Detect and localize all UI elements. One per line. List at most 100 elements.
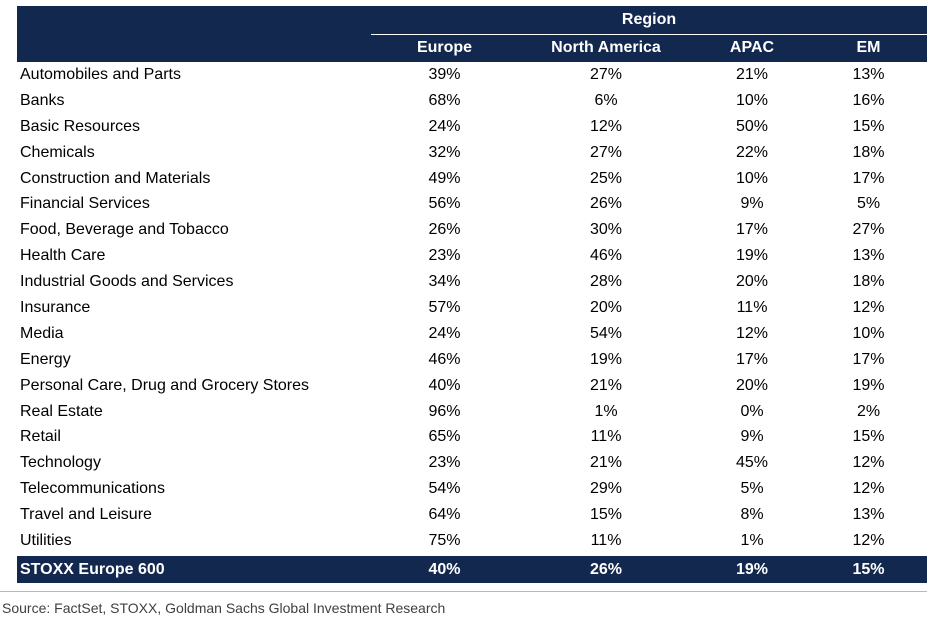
table-row: Retail 65% 11% 9% 15%: [17, 424, 927, 450]
cell-apac: 10%: [735, 169, 769, 187]
table-row: Banks 68% 6% 10% 16%: [17, 88, 927, 114]
row-label: Travel and Leisure: [20, 506, 152, 524]
cell-apac: 17%: [735, 221, 769, 239]
cell-north-america: 30%: [589, 221, 623, 239]
cell-apac: 1%: [740, 532, 764, 550]
cell-north-america: 6%: [594, 91, 618, 109]
cell-north-america: 12%: [589, 117, 623, 135]
cell-north-america: 11%: [590, 532, 622, 550]
cell-europe: 64%: [428, 506, 461, 524]
row-label: Food, Beverage and Tobacco: [20, 221, 229, 239]
cell-north-america: 27%: [589, 143, 623, 161]
cell-europe: 65%: [428, 428, 461, 446]
cell-em: 17%: [852, 350, 885, 368]
cell-em: 5%: [856, 195, 881, 213]
total-cell-em: 15%: [852, 560, 885, 578]
cell-north-america: 28%: [589, 273, 623, 291]
row-label: Technology: [20, 454, 101, 472]
total-row: STOXX Europe 600 40% 26% 19% 15%: [17, 555, 927, 583]
row-label: Utilities: [20, 532, 72, 550]
cell-apac: 19%: [735, 247, 769, 265]
cell-europe: 32%: [428, 143, 461, 161]
column-header-apac: APAC: [729, 39, 775, 56]
cell-em: 13%: [852, 247, 885, 265]
cell-em: 13%: [852, 506, 885, 524]
table-row: Chemicals 32% 27% 22% 18%: [17, 140, 927, 166]
cell-europe: 24%: [428, 117, 461, 135]
cell-europe: 23%: [428, 247, 461, 265]
row-label: Basic Resources: [20, 117, 141, 135]
cell-em: 18%: [852, 143, 885, 161]
table-row: Travel and Leisure 64% 15% 8% 13%: [17, 502, 927, 528]
table-row: Automobiles and Parts 39% 27% 21% 13%: [17, 62, 927, 88]
cell-north-america: 21%: [589, 376, 623, 394]
row-label: Retail: [20, 428, 61, 446]
cell-em: 15%: [852, 428, 885, 446]
cell-europe: 26%: [428, 221, 461, 239]
cell-north-america: 54%: [589, 324, 623, 342]
table-row: Industrial Goods and Services 34% 28% 20% 18…: [17, 269, 927, 295]
cell-europe: 23%: [428, 454, 461, 472]
cell-apac: 20%: [735, 273, 769, 291]
cell-apac: 9%: [740, 428, 764, 446]
cell-europe: 96%: [428, 402, 461, 420]
row-label: Banks: [20, 91, 65, 109]
table-row: Health Care 23% 46% 19% 13%: [17, 243, 927, 269]
cell-north-america: 26%: [589, 195, 623, 213]
cell-em: 12%: [852, 454, 885, 472]
table-header: Region Europe North America APAC EM: [17, 6, 927, 62]
column-header-north-america: North America: [551, 39, 661, 56]
cell-apac: 17%: [735, 350, 769, 368]
cell-europe: 40%: [428, 376, 461, 394]
table-row: Personal Care, Drug and Grocery Stores 40…: [17, 373, 927, 399]
cell-europe: 75%: [428, 532, 461, 550]
cell-europe: 56%: [428, 195, 461, 213]
cell-apac: 8%: [740, 506, 764, 524]
cell-north-america: 11%: [590, 428, 622, 446]
row-label: Energy: [20, 350, 71, 368]
column-header-em: EM: [856, 39, 881, 56]
table-body: Automobiles and Parts 39% 27% 21% 13% Banks 68…: [17, 62, 927, 554]
table-row: Insurance 57% 20% 11% 12%: [17, 295, 927, 321]
region-group-header: Region: [621, 11, 677, 28]
table-row: Basic Resources 24% 12% 50% 15%: [17, 114, 927, 140]
cell-apac: 20%: [735, 376, 769, 394]
cell-em: 19%: [852, 376, 885, 394]
cell-em: 17%: [852, 169, 885, 187]
cell-europe: 68%: [428, 91, 461, 109]
table-row: Financial Services 56% 26% 9% 5%: [17, 191, 927, 217]
cell-em: 18%: [852, 273, 885, 291]
table-row: Energy 46% 19% 17% 17%: [17, 347, 927, 373]
total-row-label: STOXX Europe 600: [20, 560, 165, 578]
row-label: Real Estate: [20, 402, 103, 420]
cell-em: 12%: [852, 480, 885, 498]
cell-north-america: 19%: [589, 350, 623, 368]
cell-north-america: 25%: [589, 169, 623, 187]
cell-em: 16%: [852, 91, 885, 109]
cell-apac: 10%: [735, 91, 769, 109]
cell-em: 27%: [852, 221, 885, 239]
row-label: Media: [20, 324, 64, 342]
cell-em: 15%: [852, 117, 885, 135]
cell-north-america: 20%: [589, 299, 623, 317]
total-cell-europe: 40%: [428, 560, 461, 578]
cell-europe: 49%: [428, 169, 461, 187]
cell-apac: 11%: [736, 299, 768, 317]
row-label: Automobiles and Parts: [20, 66, 181, 83]
column-header-europe: Europe: [416, 39, 473, 56]
cell-apac: 45%: [735, 454, 769, 472]
table-row: Food, Beverage and Tobacco 26% 30% 17% 27%: [17, 217, 927, 243]
table-row: Media 24% 54% 12% 10%: [17, 321, 927, 347]
row-label: Chemicals: [20, 143, 95, 161]
row-label: Financial Services: [20, 195, 150, 213]
total-cell-north-america: 26%: [589, 560, 623, 578]
cell-em: 10%: [852, 324, 885, 342]
cell-apac: 12%: [735, 324, 769, 342]
cell-europe: 46%: [428, 350, 461, 368]
cell-europe: 34%: [428, 273, 461, 291]
cell-north-america: 21%: [589, 454, 623, 472]
source-note: Source: FactSet, STOXX, Goldman Sachs Gl…: [2, 600, 446, 616]
cell-em: 13%: [852, 66, 885, 83]
row-label: Insurance: [20, 299, 91, 317]
cell-apac: 0%: [740, 402, 764, 420]
